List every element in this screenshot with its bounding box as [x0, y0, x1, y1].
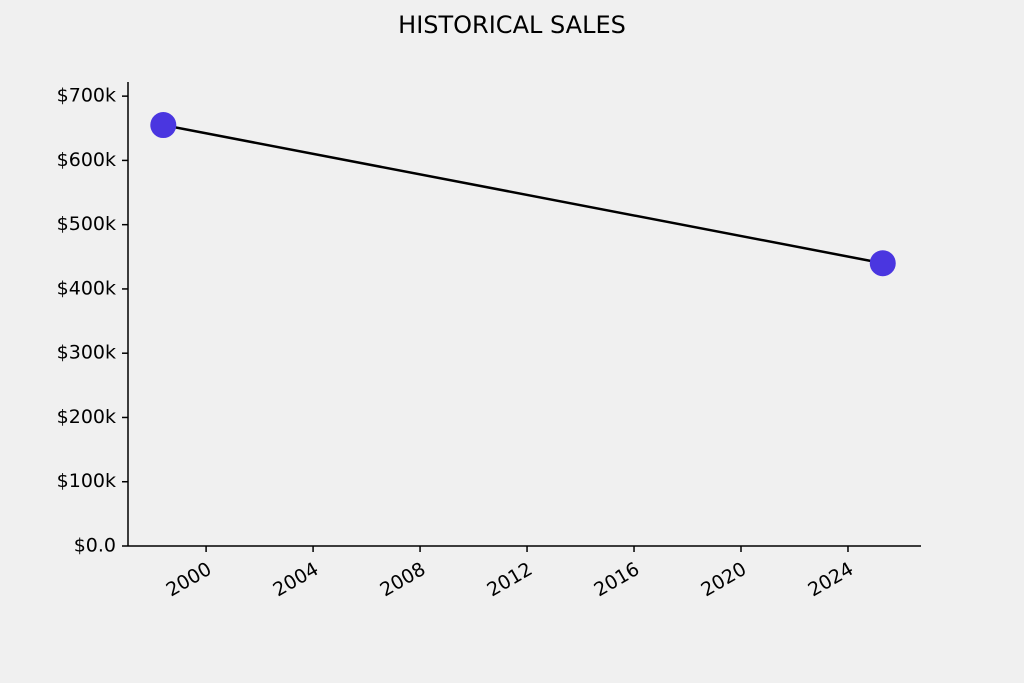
line: [163, 123, 883, 265]
chart-title: HISTORICAL SALES: [398, 11, 626, 39]
marker: [869, 250, 896, 277]
y-tick-label: $100k: [57, 470, 116, 492]
y-tick-label: $300k: [57, 342, 116, 364]
y-tick-label: $200k: [57, 406, 116, 428]
y-tick-label: $400k: [57, 277, 116, 299]
y-tick-label: $700k: [57, 85, 116, 107]
y-tick-label: $600k: [57, 149, 116, 171]
marker: [150, 112, 177, 139]
y-tick-label: $500k: [57, 213, 116, 235]
y-tick-label: $0.0: [74, 535, 116, 557]
